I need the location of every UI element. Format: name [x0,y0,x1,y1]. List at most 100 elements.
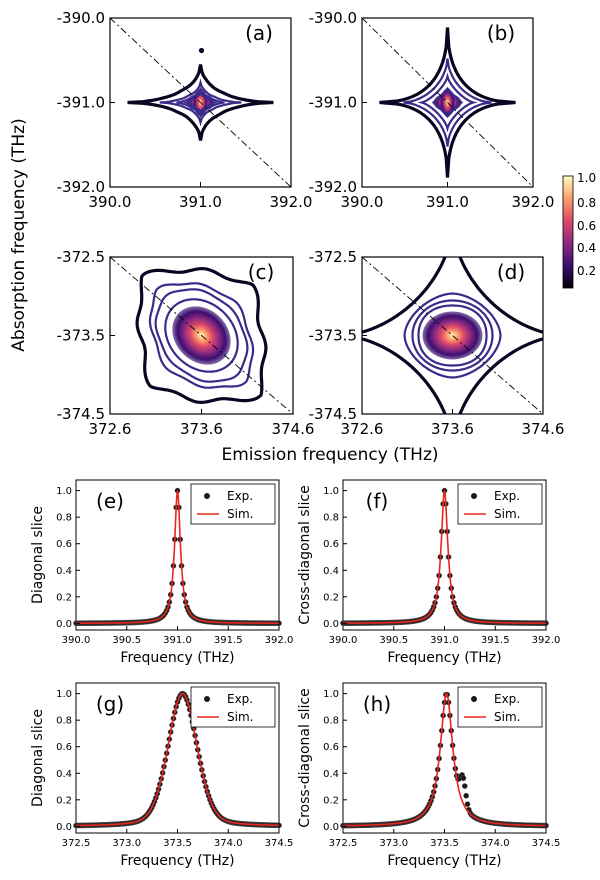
colorbar-gradient [562,175,574,289]
panel-label: (f) [366,489,389,513]
x-tick-label: 374.5 [265,838,294,849]
y-tick-label: 0.4 [323,769,339,780]
y-tick-label: -390.0 [309,9,357,27]
y-axis-title: Diagonal slice [30,506,46,604]
contour-line [135,266,268,405]
x-tick-label: 391.0 [179,193,222,211]
panels: 390.0 391.0 392.0-390.0-391.0-392.0(a)390.… [30,9,564,869]
x-tick-label: 390.5 [112,635,141,646]
legend-box [190,686,276,728]
y-tick-label: -374.5 [309,405,357,423]
x-tick-label: 390.0 [329,635,358,646]
x-tick-label: 392.0 [512,193,555,211]
y-axis-title: Diagonal slice [30,709,46,807]
heatmap-panel: 372.6 373.6 374.6 -372.5 -373.5 -374.5 (c) [57,248,315,438]
y-tick-label: 0.2 [56,795,72,806]
exp-point [461,783,468,789]
contour-line [403,292,502,379]
x-tick-label: 373.0 [379,838,408,849]
y-tick-label: 1.0 [56,486,72,497]
x-axis-label: Emission frequency (THz) [221,445,438,465]
contour-line [379,27,516,178]
contour-line [127,64,274,141]
x-tick-label: 390.0 [89,193,132,211]
slice-panel: 390.0 390.5 391.0 391.5 392.0 0.0 0.2 0.4 0.6 0.8… [30,479,294,666]
x-tick-label: 374.0 [481,838,510,849]
y-tick-label: 0.0 [56,619,72,630]
x-axis-title: Frequency (THz) [387,853,501,869]
x-tick-label: 391.0 [163,635,192,646]
y-tick-label: -390.0 [57,9,105,27]
legend-box [457,483,543,525]
plot-area [110,18,291,187]
contour-line [403,58,492,147]
contour-line [431,86,464,119]
legend-box [190,483,276,525]
heat-blob [422,311,483,360]
contour-dot [198,47,205,54]
x-tick-label: 374.5 [532,838,561,849]
legend-label: Exp. [227,489,253,503]
x-axis-title: Frequency (THz) [120,650,234,666]
y-tick-label: 0.4 [56,566,72,577]
colorbar: 1.0 0.8 0.6 0.4 0.2 [562,171,596,289]
colorbar-tick: 0.2 [577,264,596,278]
y-axis-label: Absorption frequency (THz) [9,118,29,351]
sim-line [76,692,279,827]
sim-line [76,490,279,624]
panel-label: (c) [248,260,275,284]
y-tick-label: 1.0 [323,689,339,700]
panel-label: (b) [487,21,515,45]
legend-marker [471,696,477,702]
x-tick-label: 373.6 [180,420,223,438]
contour-line [159,78,242,127]
heatmap-panel: 390.0 391.0 392.0 -390.0 -391.0 -392.0 (b) [309,9,555,211]
x-tick-label: 392.0 [270,193,313,211]
contour-line [362,257,543,414]
legend-label: Sim. [227,710,253,724]
diagonal-line [362,257,543,414]
y-tick-label: -373.5 [309,327,357,345]
exp-point [463,792,469,799]
panel-label: (g) [96,692,124,716]
x-tick-label: 391.5 [481,635,510,646]
y-tick-label: 0.2 [56,592,72,603]
slice-panel: 372.5 373.0 373.5 374.0 374.5 0.0 0.2 0.4 0.6 0.8… [297,682,561,869]
slice-panel: 372.5 373.0 373.5 374.0 374.5 0.0 0.2 0.4 0.6 0.8… [30,682,294,869]
diagonal-line [110,257,293,414]
colorbar-tick: 0.8 [577,196,596,210]
legend-label: Sim. [494,710,520,724]
y-tick-label: 0.8 [56,513,72,524]
colorbar-tick: 0.6 [577,219,596,233]
y-axis-title: Cross-diagonal slice [297,688,313,827]
y-tick-label: 0.6 [56,539,72,550]
y-tick-label: -373.5 [57,327,105,345]
x-tick-label: 372.6 [89,420,132,438]
x-tick-label: 392.0 [265,635,294,646]
x-tick-label: 374.6 [272,420,315,438]
y-tick-label: 0.8 [323,716,339,727]
y-tick-label: 0.6 [323,742,339,753]
y-tick-label: 0.8 [323,513,339,524]
y-tick-label: 0.0 [323,619,339,630]
sim-line [342,490,547,624]
y-tick-label: 0.0 [56,822,72,833]
heatmap-panel: 390.0 391.0 392.0 -390.0 -391.0 -392.0 (a) [57,9,313,211]
contour-line [148,282,255,389]
y-tick-label: 0.8 [56,716,72,727]
x-tick-label: 391.0 [426,193,469,211]
plot-area [110,257,293,414]
legend-label: Exp. [494,692,520,706]
slice-panel: 390.0 390.5 391.0 391.5 392.0 0.0 0.2 0.4 0.6 0.8… [297,479,560,666]
panel-label: (e) [96,489,124,513]
diagonal-line [362,18,533,187]
y-tick-label: -391.0 [57,94,105,112]
x-tick-label: 374.0 [214,838,243,849]
panel-label: (d) [497,260,525,284]
x-tick-label: 373.0 [112,838,141,849]
sim-line [343,692,546,827]
y-tick-label: 0.2 [323,795,339,806]
x-tick-label: 373.5 [163,838,192,849]
x-tick-label: 372.6 [341,420,384,438]
